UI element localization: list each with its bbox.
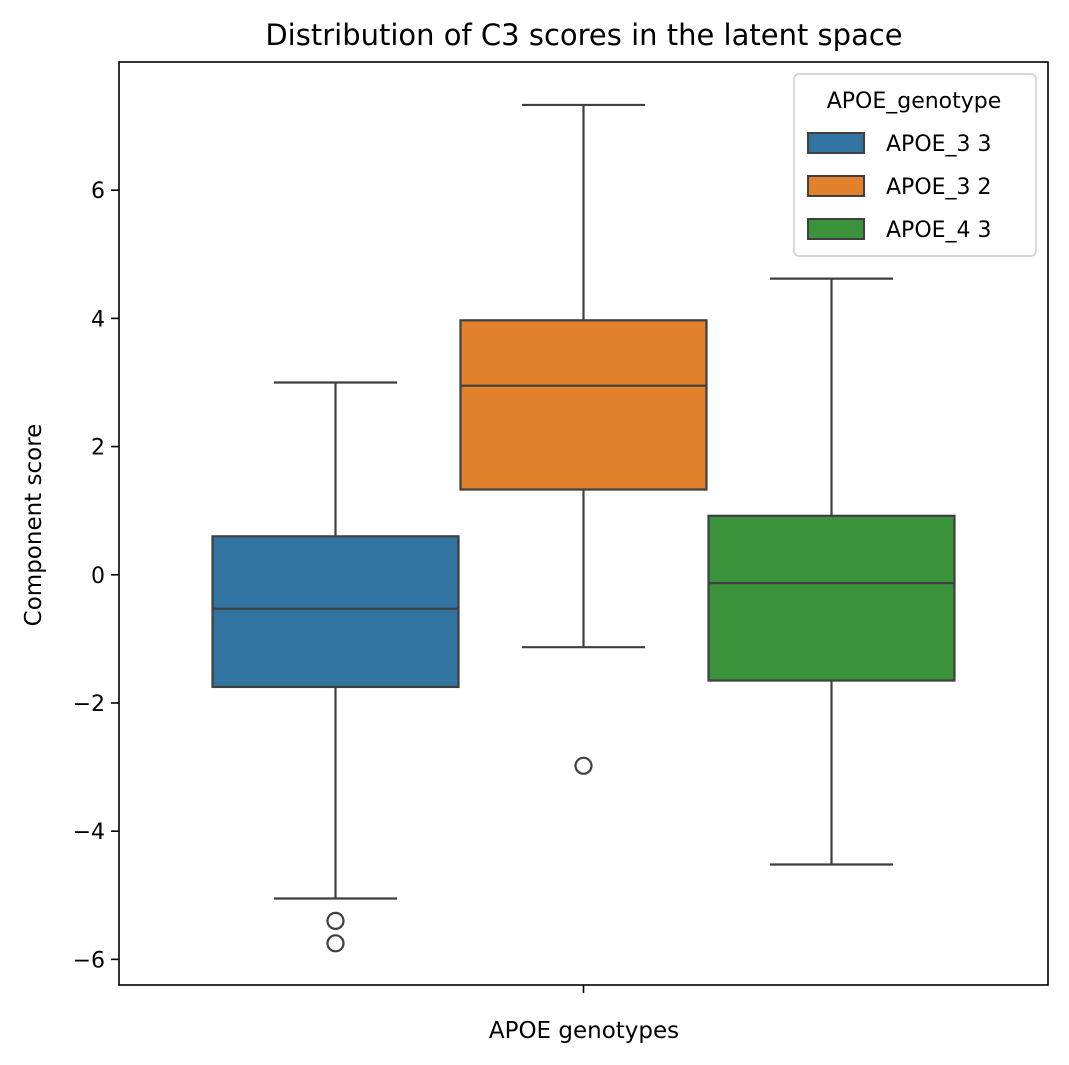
chart-title: Distribution of C3 scores in the latent … <box>265 18 902 52</box>
y-tick-label: 0 <box>91 564 105 589</box>
box <box>459 319 708 491</box>
outlier-point <box>574 756 593 775</box>
y-tick-label: 4 <box>91 307 105 332</box>
legend-swatch <box>807 175 865 197</box>
box-group <box>459 103 708 775</box>
y-tick-label: 2 <box>91 436 105 461</box>
plot-area: −6 −4 −2 0 2 4 6 <box>73 61 1049 993</box>
box-group <box>211 381 460 953</box>
outlier-point <box>326 911 345 931</box>
box <box>211 535 460 689</box>
y-tick-label: −2 <box>73 692 105 717</box>
outlier-point <box>326 934 345 953</box>
legend-entry-label: APOE_3 2 <box>886 175 992 200</box>
y-tick-label: 6 <box>91 179 105 204</box>
y-tick-label: −6 <box>73 948 105 973</box>
y-tick-label: −4 <box>73 820 105 845</box>
box <box>707 514 956 682</box>
y-axis-label: Component score <box>21 424 47 627</box>
legend: APOE_genotype APOE_3 3 APOE_3 2 APOE_4 3 <box>793 73 1037 257</box>
legend-entry-label: APOE_3 3 <box>886 132 992 157</box>
legend-frame <box>793 73 1037 257</box>
box-group <box>707 277 956 866</box>
legend-entry-label: APOE_4 3 <box>886 218 992 243</box>
legend-title: APOE_genotype <box>827 89 1002 114</box>
legend-swatch <box>807 218 865 240</box>
legend-swatch <box>807 132 865 154</box>
x-axis-label: APOE genotypes <box>489 1018 679 1044</box>
